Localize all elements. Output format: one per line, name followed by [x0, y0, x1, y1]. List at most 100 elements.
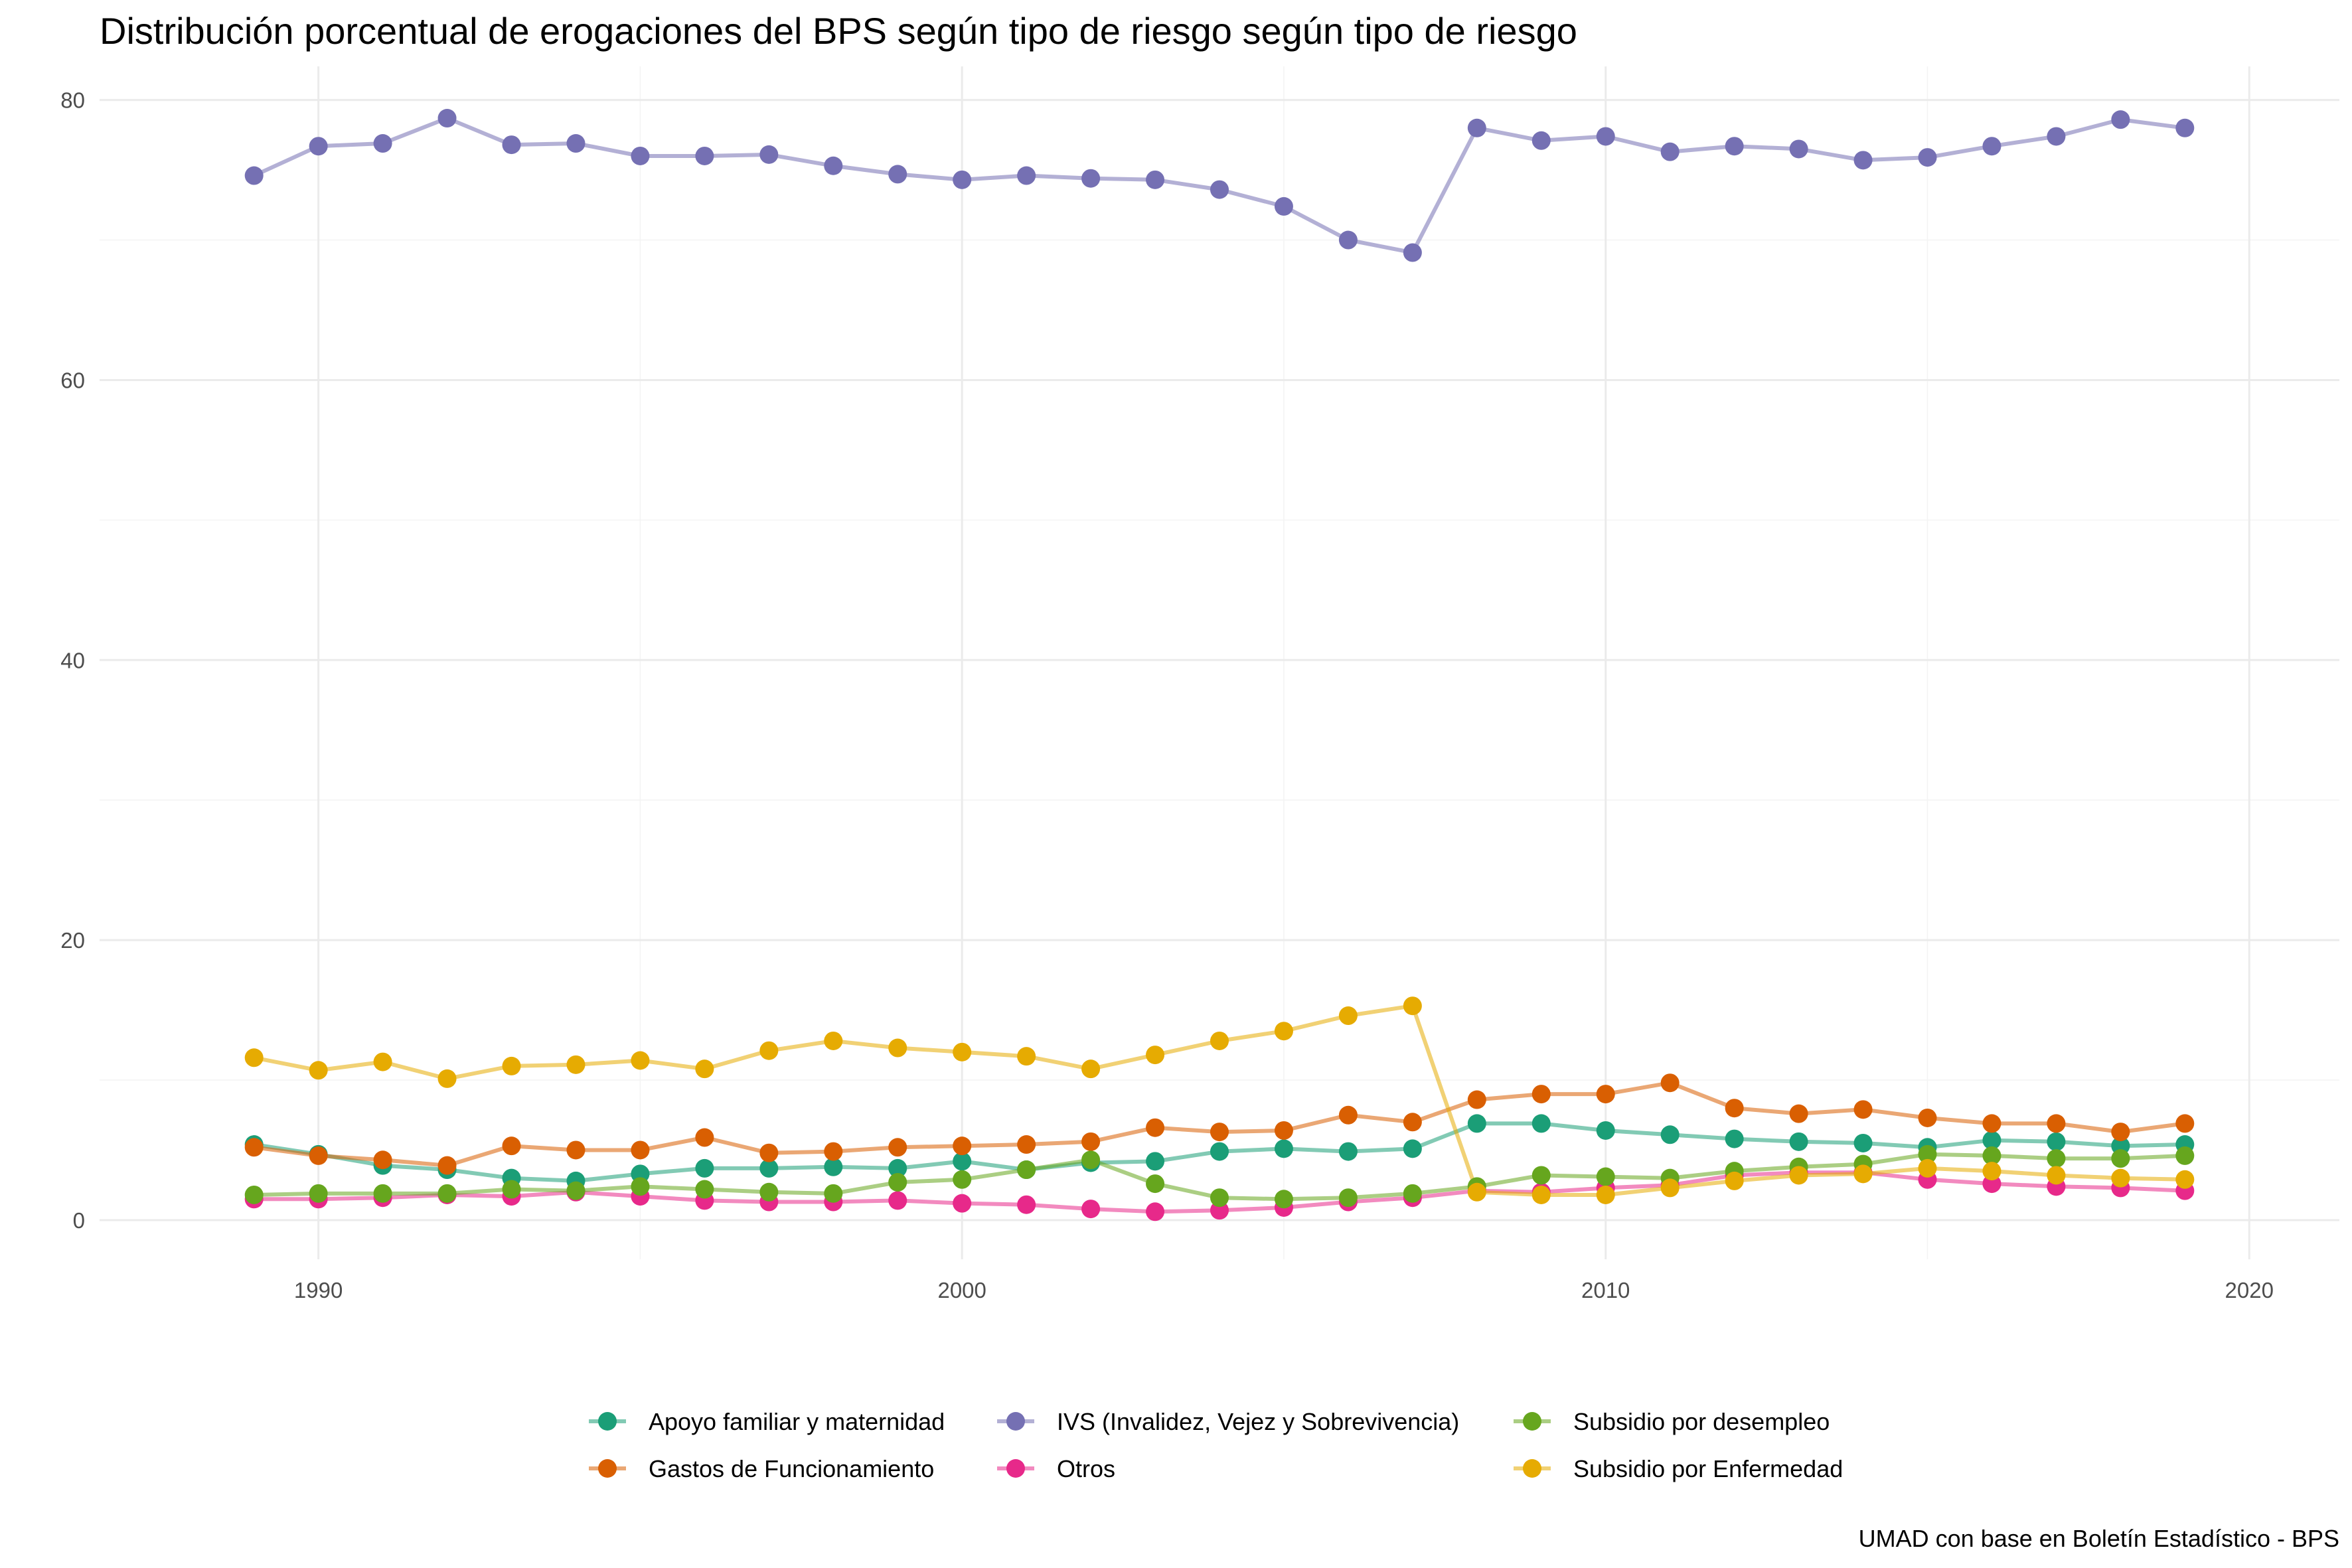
data-point [566, 1055, 586, 1074]
x-axis-ticks: 1990 2000 2010 2020 [294, 1278, 2274, 1302]
legend-item: Gastos de Funcionamiento [589, 1455, 934, 1482]
data-point [1660, 142, 1680, 161]
data-point [373, 1052, 392, 1071]
data-point [1596, 127, 1615, 146]
x-tick-label: 2010 [1581, 1278, 1630, 1302]
data-point [1725, 1129, 1744, 1148]
data-point [1017, 166, 1036, 185]
data-point [437, 1069, 457, 1088]
data-point [1210, 1123, 1229, 1142]
data-point [1660, 1125, 1680, 1144]
data-point [373, 1184, 392, 1203]
x-tick-label: 2000 [937, 1278, 986, 1302]
data-point [1596, 1085, 1615, 1104]
data-point [953, 1194, 972, 1213]
data-point [1081, 1132, 1101, 1151]
data-point [1853, 1100, 1873, 1119]
data-point [2111, 1123, 2130, 1142]
data-point [953, 170, 972, 189]
data-point [309, 1146, 328, 1165]
chart-title: Distribución porcentual de erogaciones d… [100, 10, 1577, 52]
chart-caption: UMAD con base en Boletín Estadístico - B… [1859, 1525, 2339, 1552]
legend-key-point [1006, 1412, 1025, 1431]
data-point [2175, 1114, 2195, 1133]
data-point [1918, 148, 1937, 167]
data-point [1789, 1166, 1808, 1185]
data-point [1789, 139, 1808, 159]
data-point [888, 1172, 907, 1192]
data-point [1467, 1090, 1486, 1109]
data-point [1918, 1144, 1937, 1164]
data-point [759, 1182, 779, 1202]
data-point [1081, 169, 1101, 188]
data-point [631, 1051, 650, 1070]
data-point [1467, 1114, 1486, 1133]
data-point [1017, 1160, 1036, 1180]
data-point [1467, 118, 1486, 137]
data-point [2175, 1146, 2195, 1165]
data-point [1210, 1142, 1229, 1161]
y-tick-label: 80 [60, 88, 85, 113]
data-point [244, 1048, 264, 1067]
data-point [1081, 1200, 1101, 1219]
legend-key-point [598, 1459, 617, 1478]
legend-key-point [1523, 1459, 1541, 1478]
data-point [1531, 1185, 1551, 1204]
data-point [888, 1038, 907, 1058]
data-point [888, 1191, 907, 1210]
data-point [1274, 1121, 1293, 1140]
data-point [1531, 131, 1551, 150]
data-point [695, 1180, 714, 1199]
data-point [824, 156, 843, 175]
data-point [2047, 1166, 2066, 1185]
data-point [437, 109, 457, 128]
data-point [373, 134, 392, 153]
data-point [1081, 1150, 1101, 1170]
legend-key-point [598, 1412, 617, 1431]
data-point [1274, 1190, 1293, 1209]
data-point [1210, 1031, 1229, 1050]
data-point [759, 1143, 779, 1162]
data-point [1403, 1139, 1422, 1158]
data-point [244, 166, 264, 185]
data-point [695, 1059, 714, 1079]
y-axis-ticks: 0 20 40 60 80 [60, 88, 85, 1233]
data-point [1403, 1184, 1422, 1203]
data-point [1660, 1178, 1680, 1198]
data-point [566, 1181, 586, 1200]
data-point [2047, 1114, 2066, 1133]
data-point [1403, 996, 1422, 1016]
data-point [888, 1158, 907, 1178]
data-point [502, 1056, 521, 1075]
data-point [1338, 1188, 1358, 1208]
data-point [2111, 110, 2130, 129]
legend-item: Otros [997, 1455, 1115, 1482]
data-point [1210, 1188, 1229, 1208]
data-point [1531, 1166, 1551, 1185]
data-point [1853, 151, 1873, 170]
data-point [1596, 1167, 1615, 1186]
data-point [1853, 1164, 1873, 1184]
data-point [1982, 137, 2001, 156]
data-point [888, 1138, 907, 1157]
legend: Apoyo familiar y maternidad Gastos de Fun… [589, 1408, 1843, 1482]
data-point [1017, 1047, 1036, 1066]
data-point [1338, 1006, 1358, 1026]
legend-label: Apoyo familiar y maternidad [649, 1408, 945, 1435]
data-point [1596, 1185, 1615, 1204]
data-point [1274, 1139, 1293, 1158]
data-point [1146, 1152, 1165, 1171]
data-point [1146, 1174, 1165, 1194]
x-tick-label: 1990 [294, 1278, 343, 1302]
data-point [1982, 1131, 2001, 1150]
y-tick-label: 20 [60, 928, 85, 953]
data-point [695, 1158, 714, 1178]
data-point [1789, 1132, 1808, 1151]
data-point [1146, 170, 1165, 189]
data-point [1210, 180, 1229, 199]
data-point [1146, 1202, 1165, 1221]
data-point [1146, 1118, 1165, 1137]
data-point [437, 1184, 457, 1203]
data-point [1853, 1133, 1873, 1152]
